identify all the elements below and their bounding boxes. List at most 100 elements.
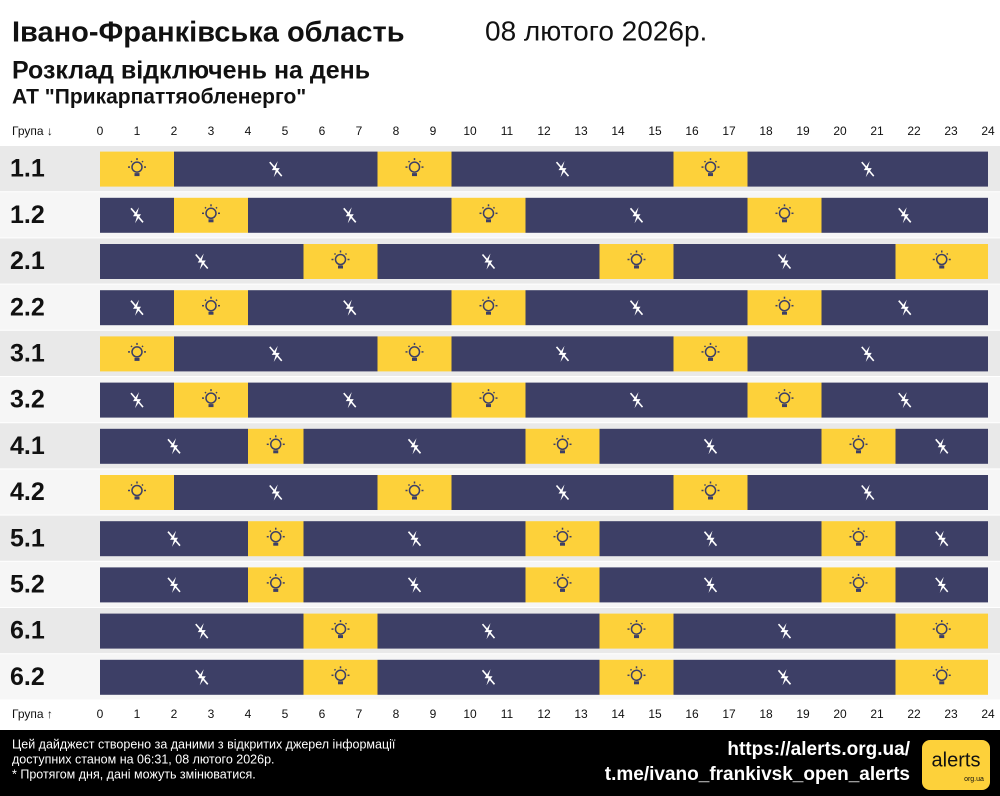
icon (407, 345, 411, 348)
x-tick-label: 17 (722, 124, 736, 138)
x-tick-label: 21 (870, 124, 884, 138)
icon (269, 484, 283, 501)
title: Івано-Франківська область (12, 17, 405, 49)
icon (935, 438, 949, 454)
icon (777, 253, 792, 270)
icon (935, 252, 938, 256)
axis-label: Група ↓ (12, 124, 53, 138)
icon (334, 623, 347, 635)
x-tick-label: 8 (393, 124, 400, 138)
icon (273, 588, 279, 592)
x-tick-label: 15 (648, 124, 662, 138)
icon (333, 668, 337, 671)
icon (407, 531, 422, 547)
segment (895, 244, 988, 279)
x-tick-label: 24 (981, 124, 995, 138)
icon (208, 404, 214, 408)
icon (481, 206, 485, 209)
icon (492, 299, 496, 302)
row-label: 3.2 (10, 386, 45, 414)
icon (782, 311, 787, 315)
icon (629, 252, 633, 256)
icon (270, 577, 282, 589)
icon (215, 299, 218, 302)
icon (640, 668, 644, 671)
row-label: 1.2 (10, 201, 45, 229)
icon (556, 438, 569, 451)
icon (704, 161, 717, 173)
icon (205, 299, 217, 312)
icon (141, 345, 144, 348)
icon (856, 588, 861, 592)
icon (556, 577, 569, 589)
x-tick-label: 9 (430, 707, 437, 721)
icon (273, 450, 279, 454)
icon (270, 530, 282, 543)
x-tick-label: 24 (981, 707, 995, 721)
icon (486, 404, 491, 408)
segment (100, 336, 174, 372)
segment (174, 290, 248, 326)
icon (269, 346, 283, 362)
x-tick-label: 1 (134, 707, 141, 721)
segment (377, 475, 452, 510)
icon (130, 160, 133, 163)
icon (708, 357, 713, 361)
icon (861, 346, 875, 362)
icon (777, 669, 792, 685)
link[interactable]: https://alerts.org.ua/ (727, 739, 910, 760)
logo: alerts (932, 749, 981, 771)
icon (407, 160, 411, 163)
icon (269, 576, 272, 579)
segment (377, 336, 452, 372)
x-tick-label: 20 (833, 707, 847, 721)
icon (851, 530, 855, 533)
icon (777, 206, 781, 209)
segment (599, 613, 674, 649)
icon (634, 265, 639, 269)
icon (481, 623, 496, 639)
row-label: 5.1 (10, 524, 45, 552)
x-tick-label: 0 (97, 707, 104, 721)
icon (481, 299, 485, 302)
icon (134, 357, 140, 361)
segment (895, 613, 988, 649)
icon (777, 623, 792, 639)
icon (130, 392, 144, 408)
icon (898, 207, 912, 223)
icon (856, 450, 861, 454)
segment (451, 290, 526, 326)
icon (861, 484, 875, 501)
x-tick-label: 4 (245, 707, 252, 721)
icon (338, 265, 343, 269)
icon (935, 577, 949, 593)
row-label: 4.2 (10, 478, 45, 506)
icon (898, 392, 912, 408)
icon (280, 530, 283, 533)
icon (482, 207, 495, 220)
icon (935, 531, 949, 547)
link[interactable]: t.me/ivano_frankivsk_open_alerts (605, 764, 910, 785)
icon (131, 346, 143, 358)
icon (280, 576, 283, 579)
icon (630, 623, 643, 635)
icon (334, 253, 347, 266)
icon (629, 300, 644, 316)
x-tick-label: 13 (574, 707, 588, 721)
segment (895, 659, 988, 695)
segment (821, 567, 896, 603)
footer (0, 730, 1000, 796)
icon (343, 392, 357, 408)
icon (130, 300, 144, 316)
icon (560, 450, 565, 454)
icon (714, 345, 718, 348)
segment (248, 521, 304, 557)
segment (747, 290, 822, 326)
icon (407, 438, 422, 454)
icon (418, 160, 422, 163)
x-tick-label: 6 (319, 707, 326, 721)
segment (747, 197, 822, 233)
segment (451, 197, 526, 233)
icon (204, 391, 207, 394)
